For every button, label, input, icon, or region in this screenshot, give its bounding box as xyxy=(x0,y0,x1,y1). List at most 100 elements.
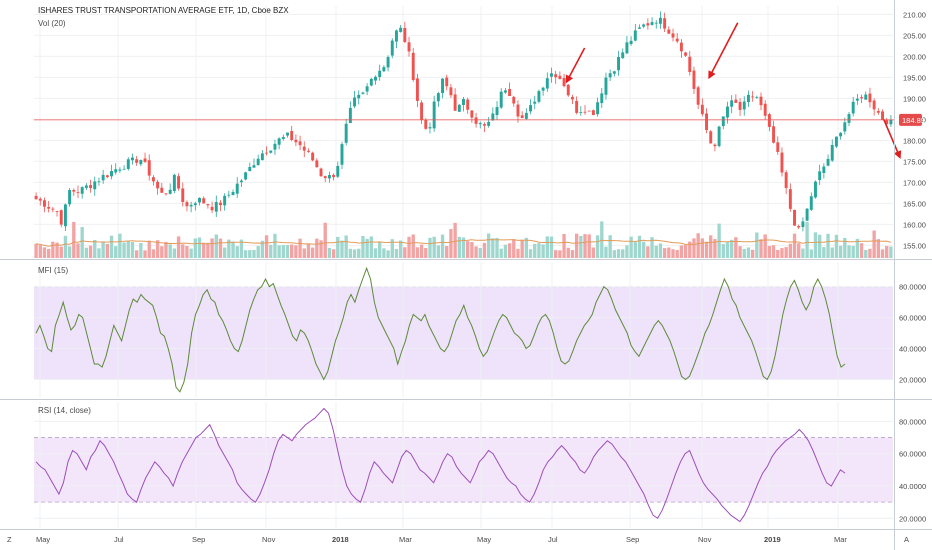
volume-bar xyxy=(373,248,378,258)
volume-bar xyxy=(704,241,709,258)
candle-body xyxy=(755,97,759,99)
volume-bar xyxy=(545,236,549,258)
volume-bar xyxy=(72,221,76,258)
candle-body xyxy=(650,22,654,25)
time-tick-label: Sep xyxy=(626,535,639,544)
candle-body xyxy=(742,101,746,110)
volume-bar xyxy=(788,243,793,258)
candle-body xyxy=(407,42,411,52)
volume-bar xyxy=(340,240,344,258)
candle-body xyxy=(575,100,579,113)
candle-body xyxy=(503,90,507,93)
candle-body xyxy=(658,17,662,24)
candle-body xyxy=(847,114,851,123)
volume-bar xyxy=(382,248,386,258)
volume-bar xyxy=(474,246,478,258)
candle-body xyxy=(512,96,516,104)
timezone-toggle[interactable]: Z xyxy=(7,535,12,544)
volume-bar xyxy=(859,243,864,258)
candle-body xyxy=(277,138,281,145)
candle-body xyxy=(453,94,457,111)
volume-bar xyxy=(197,237,202,258)
volume-bar xyxy=(34,243,38,258)
volume-bar xyxy=(642,241,646,258)
volume-bar xyxy=(336,236,340,258)
volume-bar xyxy=(558,250,562,258)
time-tick-label: Nov xyxy=(698,535,712,544)
volume-bar xyxy=(776,250,780,258)
price-tick-label: 165.00 xyxy=(903,199,926,208)
volume-bars xyxy=(34,221,893,258)
candle-body xyxy=(227,194,231,196)
candle-body xyxy=(449,87,453,96)
candles xyxy=(34,11,893,232)
mfi-axis[interactable]: 20.0000 40.0000 60.0000 80.0000 xyxy=(899,283,926,385)
volume-bar xyxy=(357,248,361,258)
volume-bar xyxy=(93,239,97,258)
rsi-axis[interactable]: 20.0000 40.0000 60.0000 80.0000 xyxy=(899,417,926,523)
candle-body xyxy=(570,96,574,100)
volume-bar xyxy=(486,233,491,258)
oscillator-tick-label: 60.0000 xyxy=(899,450,926,459)
volume-bar xyxy=(683,245,688,258)
volume-bar xyxy=(59,246,63,258)
volume-bar xyxy=(42,247,47,258)
volume-bar xyxy=(155,240,160,258)
volume-bar xyxy=(147,240,151,258)
volume-bar xyxy=(398,240,403,258)
volume-bar xyxy=(344,235,348,258)
candle-body xyxy=(441,78,445,94)
volume-bar xyxy=(189,248,193,258)
candle-body xyxy=(323,176,327,179)
price-pane[interactable]: ISHARES TRUST TRANSPORTATION AVERAGE ETF… xyxy=(34,6,902,258)
volume-bar xyxy=(365,238,369,258)
volume-bar xyxy=(172,248,177,258)
candle-body xyxy=(210,206,214,211)
price-tick-label: 155.00 xyxy=(903,241,926,250)
candle-body xyxy=(189,204,193,207)
volume-bar xyxy=(218,238,223,258)
candle-body xyxy=(231,192,235,195)
time-tick-label: Jul xyxy=(548,535,558,544)
volume-bar xyxy=(302,248,306,258)
candle-body xyxy=(591,110,595,116)
candle-body xyxy=(797,226,801,228)
volume-bar xyxy=(654,245,658,258)
volume-bar xyxy=(817,234,822,258)
chart-title: ISHARES TRUST TRANSPORTATION AVERAGE ETF… xyxy=(38,6,289,15)
volume-bar xyxy=(491,238,495,258)
candle-body xyxy=(424,119,428,129)
volume-bar xyxy=(742,248,746,258)
volume-bar xyxy=(533,243,537,258)
auto-scale-toggle[interactable]: A xyxy=(904,535,909,544)
volume-bar xyxy=(310,247,315,258)
volume-bar xyxy=(520,239,524,258)
candle-body xyxy=(252,165,256,168)
volume-bar xyxy=(524,237,529,258)
mfi-label: MFI (15) xyxy=(38,266,69,275)
candle-body xyxy=(394,30,398,42)
candle-body xyxy=(93,181,97,190)
volume-bar xyxy=(629,236,633,258)
mfi-pane[interactable]: MFI (15) xyxy=(34,262,893,398)
candle-body xyxy=(738,101,742,110)
candle-body xyxy=(734,99,738,103)
candle-body xyxy=(709,131,713,144)
volume-bar xyxy=(759,239,763,258)
candle-body xyxy=(361,92,365,94)
candle-body xyxy=(864,94,868,100)
candle-body xyxy=(105,175,109,178)
time-tick-label: Mar xyxy=(834,535,847,544)
rsi-label: RSI (14, close) xyxy=(38,406,91,415)
candle-body xyxy=(730,100,734,107)
volume-bar xyxy=(222,247,227,258)
volume-bar xyxy=(616,249,621,258)
rsi-pane[interactable]: RSI (14, close) xyxy=(34,402,893,528)
candle-body xyxy=(181,188,185,203)
volume-bar xyxy=(805,222,809,258)
volume-bar xyxy=(650,237,654,258)
time-axis[interactable]: May Jul Sep Nov 2018 Mar May Jul Sep Nov 2019 Mar xyxy=(36,535,847,544)
volume-bar xyxy=(587,234,591,258)
candle-body xyxy=(118,169,122,171)
candle-body xyxy=(43,200,46,207)
